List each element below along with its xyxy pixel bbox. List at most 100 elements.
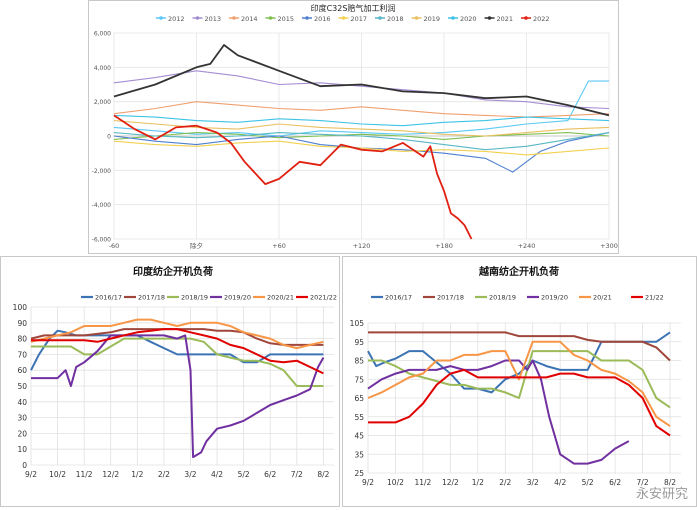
x-tick-label: +300: [600, 242, 618, 250]
x-tick-label: 3/2: [184, 470, 196, 479]
legend-marker-2022: [524, 16, 528, 20]
legend-label-2016: 2016: [314, 15, 331, 23]
series-line-21/22: [368, 368, 671, 437]
series-line-2017: [113, 140, 610, 156]
legend-label-2020: 2020: [460, 15, 477, 23]
x-tick-label: 除夕: [190, 241, 203, 250]
y-tick-label: 45: [354, 432, 364, 441]
legend-marker-2018: [378, 16, 382, 20]
series-line-2021/22: [31, 328, 324, 375]
y-tick-label: 50: [17, 382, 27, 391]
legend-label-2018/19: 2018/19: [181, 294, 208, 302]
series-line-2020/21: [30, 318, 324, 350]
y-tick-label: 70: [17, 350, 27, 359]
series-line-2013: [113, 70, 610, 110]
y-tick-label: 2,000: [94, 99, 111, 106]
legend-label-2021/22: 2021/22: [310, 294, 337, 302]
y-tick-label: 10: [17, 445, 27, 454]
x-tick-label: 12/2: [442, 478, 459, 487]
y-tick-label: 65: [354, 394, 364, 403]
legend-label-2017: 2017: [351, 15, 368, 23]
legend-marker-2016: [305, 16, 309, 20]
legend-label-2018: 2018: [387, 15, 404, 23]
x-tick-label: +60: [272, 242, 286, 250]
x-tick-label: -60: [109, 242, 120, 250]
series-line-2018: [113, 132, 610, 151]
series-line-2019/20: [31, 334, 325, 459]
y-tick-label: 55: [354, 413, 364, 422]
series-line-2016/17: [30, 329, 324, 371]
india-c32s-profit-chart-panel: 印度C32S赔气加工利润 2012 2013 2014 2015 2016 2017 2018…: [88, 0, 619, 254]
chart-title: 印度C32S赔气加工利润: [311, 3, 396, 13]
y-tick-label: 30: [17, 414, 27, 423]
y-tick-label: 100: [13, 303, 28, 312]
series-line-2019/20: [367, 359, 630, 465]
legend-marker-2014: [232, 16, 236, 20]
x-tick-label: 5/2: [582, 478, 594, 487]
x-tick-label: 6/2: [264, 470, 276, 479]
legend-marker-2013: [195, 16, 200, 20]
series-line-2016: [113, 132, 610, 173]
y-tick-label: 80: [17, 335, 27, 344]
x-tick-label: 1/2: [472, 478, 484, 487]
legend-marker-2019: [414, 16, 419, 20]
x-tick-label: 8/2: [317, 470, 329, 479]
legend-label-2013: 2013: [205, 15, 222, 23]
x-tick-label: 1/2: [131, 470, 143, 479]
y-tick-label: -4,000: [92, 202, 112, 209]
legend-marker-2020: [451, 16, 455, 20]
y-tick-label: 105: [350, 319, 365, 328]
legend-marker-2015: [268, 16, 273, 20]
series-line-2021: [113, 44, 610, 117]
y-tick-label: -6,000: [92, 237, 112, 244]
y-tick-label: 6,000: [94, 31, 111, 38]
y-tick-label: 85: [354, 357, 364, 366]
series-line-2018/19: [368, 350, 671, 409]
legend-label-2017/18: 2017/18: [437, 294, 464, 302]
legend-label-2021: 2021: [497, 15, 514, 23]
legend-label-2019: 2019: [424, 15, 441, 23]
legend-marker-2017: [341, 16, 346, 20]
x-tick-label: 11/2: [414, 478, 431, 487]
legend-label-21/22: 21/22: [645, 294, 664, 302]
y-tick-label: 25: [354, 469, 364, 478]
x-tick-label: 7/2: [637, 478, 649, 487]
x-tick-label: 9/2: [362, 478, 374, 487]
vietnam-mill-load-chart: 越南纺企开机负荷 2016/17 2017/18 2018/19 2019/20 20/2…: [350, 265, 681, 487]
legend-label-2017/18: 2017/18: [138, 294, 165, 302]
x-tick-label: 9/2: [25, 470, 37, 479]
x-tick-label: +240: [518, 242, 536, 250]
y-tick-label: 95: [354, 338, 364, 347]
legend-label-2015: 2015: [278, 15, 295, 23]
x-tick-label: 4/2: [554, 478, 566, 487]
india-mill-load-chart-panel: 印度纺企开机负荷 2016/17 2017/18 2018/19 2019/20 2020…: [0, 256, 340, 507]
series-line-2012: [113, 80, 609, 137]
legend-label-2018/19: 2018/19: [489, 294, 516, 302]
legend-label-2020/21: 2020/21: [267, 294, 294, 302]
x-tick-label: 12/2: [102, 470, 119, 479]
y-tick-label: 90: [17, 319, 27, 328]
x-tick-label: 10/2: [387, 478, 404, 487]
y-tick-label: 35: [354, 450, 364, 459]
vietnam-mill-load-chart-panel: 越南纺企开机负荷 2016/17 2017/18 2018/19 2019/20 20/2…: [342, 256, 697, 507]
series-line-2019: [113, 120, 610, 137]
series-line-20/21: [367, 340, 671, 427]
x-tick-label: 8/2: [664, 478, 676, 487]
legend-label-2014: 2014: [241, 15, 258, 23]
x-tick-label: 4/2: [211, 470, 223, 479]
chart-title: 印度纺企开机负荷: [133, 265, 213, 278]
india-c32s-profit-chart: 印度C32S赔气加工利润 2012 2013 2014 2015 2016 2017 2018…: [92, 3, 618, 250]
legend-label-2012: 2012: [168, 15, 185, 23]
x-tick-label: 5/2: [238, 470, 250, 479]
legend-marker-2021: [487, 16, 492, 20]
x-tick-label: +180: [435, 242, 453, 250]
legend-marker-2012: [159, 16, 163, 20]
x-tick-label: 6/2: [609, 478, 621, 487]
series-line-2015: [113, 132, 610, 140]
y-tick-label: 0: [107, 134, 111, 141]
x-tick-label: 10/2: [49, 470, 66, 479]
legend-label-2016/17: 2016/17: [385, 294, 412, 302]
x-tick-label: 7/2: [291, 470, 303, 479]
y-tick-label: 75: [354, 375, 364, 384]
